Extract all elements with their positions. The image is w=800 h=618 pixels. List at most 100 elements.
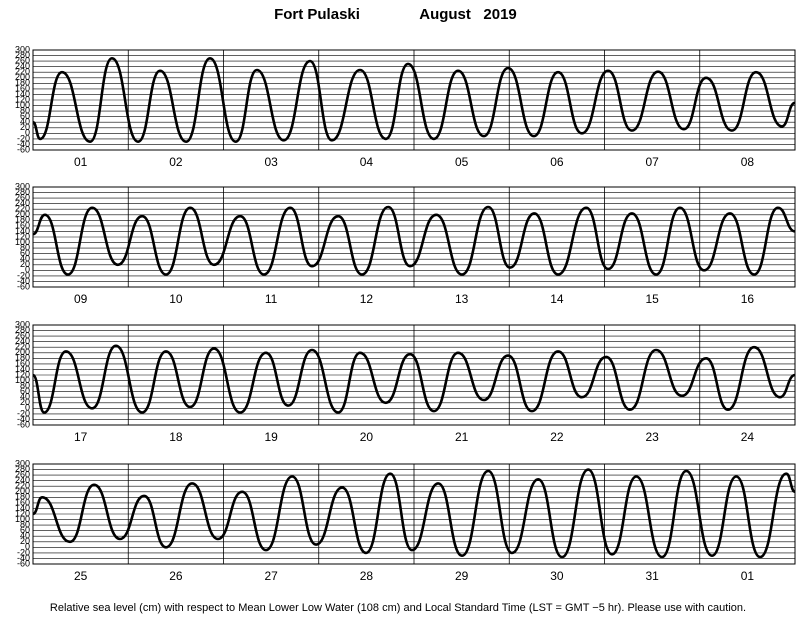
- y-tick-label: 40: [20, 531, 30, 541]
- y-tick-label: 80: [20, 519, 30, 529]
- y-tick-label: 160: [15, 497, 30, 507]
- day-label: 13: [455, 292, 469, 306]
- day-label: 31: [645, 569, 659, 583]
- y-tick-label: 0: [25, 542, 30, 552]
- y-tick-label: -40: [17, 139, 30, 149]
- y-tick-label: 100: [15, 100, 30, 110]
- day-label: 23: [645, 430, 659, 444]
- y-tick-label: 300: [15, 458, 30, 468]
- y-tick-label: -20: [17, 547, 30, 557]
- y-tick-label: 180: [15, 215, 30, 225]
- day-label: 24: [741, 430, 755, 444]
- y-tick-label: 300: [15, 319, 30, 329]
- day-label: 05: [455, 155, 469, 169]
- y-tick-label: 80: [20, 380, 30, 390]
- y-tick-label: 200: [15, 72, 30, 82]
- y-tick-label: 20: [20, 536, 30, 546]
- footnote: Relative sea level (cm) with respect to …: [50, 602, 746, 614]
- y-tick-label: 220: [15, 67, 30, 77]
- day-label: 22: [550, 430, 564, 444]
- day-label: 02: [169, 155, 183, 169]
- y-tick-label: 140: [15, 364, 30, 374]
- y-tick-label: 240: [15, 475, 30, 485]
- day-label: 12: [360, 292, 374, 306]
- y-tick-label: 120: [15, 369, 30, 379]
- y-tick-label: 140: [15, 89, 30, 99]
- y-tick-label: 60: [20, 525, 30, 535]
- plot-frame: [32, 186, 796, 288]
- day-label: 28: [360, 569, 374, 583]
- y-tick-label: -40: [17, 414, 30, 424]
- y-tick-label: -20: [17, 270, 30, 280]
- y-tick-label: 280: [15, 50, 30, 60]
- y-tick-label: 0: [25, 265, 30, 275]
- tide-line: [31, 344, 796, 414]
- y-tick-label: 260: [15, 55, 30, 65]
- day-label: 16: [741, 292, 755, 306]
- y-tick-label: 300: [15, 44, 30, 54]
- y-tick-label: 160: [15, 358, 30, 368]
- y-tick-label: 80: [20, 105, 30, 115]
- y-tick-label: 220: [15, 204, 30, 214]
- day-label: 08: [741, 155, 755, 169]
- y-tick-label: 220: [15, 481, 30, 491]
- day-label: 10: [169, 292, 183, 306]
- day-label: 25: [74, 569, 88, 583]
- day-label: 20: [360, 430, 374, 444]
- day-label: 01: [741, 569, 755, 583]
- day-label: 07: [645, 155, 659, 169]
- y-tick-label: 240: [15, 336, 30, 346]
- y-tick-label: 280: [15, 187, 30, 197]
- y-tick-label: -60: [17, 558, 30, 568]
- y-tick-label: 260: [15, 469, 30, 479]
- period-title: August 2019: [419, 6, 517, 23]
- tide-line: [32, 468, 796, 559]
- y-tick-label: 240: [15, 198, 30, 208]
- y-tick-label: 160: [15, 83, 30, 93]
- y-tick-label: 240: [15, 61, 30, 71]
- day-label: 18: [169, 430, 183, 444]
- y-tick-label: -60: [17, 281, 30, 291]
- y-tick-label: 20: [20, 259, 30, 269]
- day-label: 11: [265, 292, 278, 306]
- y-tick-label: 160: [15, 220, 30, 230]
- day-label: 09: [74, 292, 88, 306]
- y-tick-label: 0: [25, 403, 30, 413]
- y-tick-label: -40: [17, 276, 30, 286]
- y-tick-label: 40: [20, 392, 30, 402]
- day-label: 15: [645, 292, 659, 306]
- y-tick-label: 280: [15, 464, 30, 474]
- day-label: 17: [74, 430, 88, 444]
- station-title: Fort Pulaski: [274, 6, 360, 23]
- day-label: 29: [455, 569, 469, 583]
- y-tick-label: 60: [20, 386, 30, 396]
- y-tick-label: 200: [15, 347, 30, 357]
- y-tick-label: -20: [17, 133, 30, 143]
- y-tick-label: 260: [15, 330, 30, 340]
- day-label: 21: [455, 430, 469, 444]
- day-label: 30: [550, 569, 564, 583]
- y-tick-label: 180: [15, 353, 30, 363]
- y-tick-label: 40: [20, 117, 30, 127]
- y-tick-label: 100: [15, 237, 30, 247]
- y-tick-label: 20: [20, 122, 30, 132]
- day-label: 26: [169, 569, 183, 583]
- day-label: 14: [550, 292, 564, 306]
- day-label: 27: [264, 569, 278, 583]
- y-tick-label: 300: [15, 181, 30, 191]
- y-tick-label: 260: [15, 192, 30, 202]
- y-tick-label: 200: [15, 486, 30, 496]
- day-label: 06: [550, 155, 564, 169]
- plot-frame: [32, 49, 796, 151]
- y-tick-label: 40: [20, 254, 30, 264]
- y-tick-label: -40: [17, 553, 30, 563]
- y-tick-label: 80: [20, 242, 30, 252]
- y-tick-label: -20: [17, 408, 30, 418]
- y-tick-label: 0: [25, 128, 30, 138]
- y-tick-label: 60: [20, 248, 30, 258]
- y-tick-label: 180: [15, 492, 30, 502]
- day-label: 03: [264, 155, 278, 169]
- y-tick-label: -60: [17, 419, 30, 429]
- day-label: 01: [74, 155, 88, 169]
